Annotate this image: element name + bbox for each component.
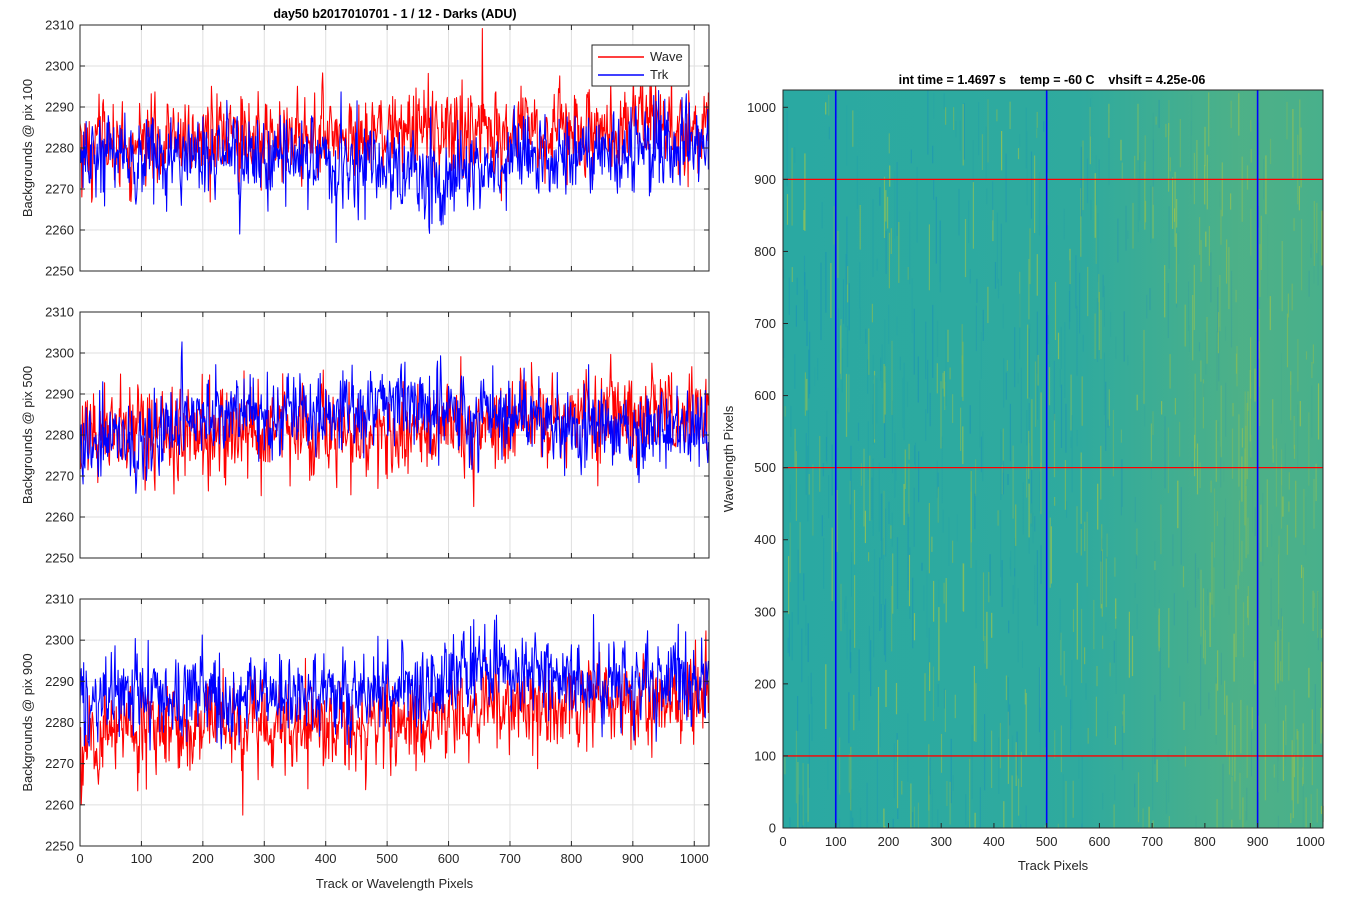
x-tick-label: 500 (376, 851, 398, 866)
y-tick-label: 500 (754, 460, 776, 475)
y-tick-label: 2290 (45, 387, 74, 402)
x-tick-label: 400 (315, 851, 337, 866)
y-axis-label: Backgrounds @ pix 500 (20, 366, 35, 504)
x-tick-label: 100 (131, 851, 153, 866)
series-trk-line (79, 90, 709, 244)
x-axis-label: Track Pixels (1018, 858, 1089, 873)
x-tick-label: 500 (1036, 834, 1058, 849)
y-tick-label: 2270 (45, 469, 74, 484)
y-axis-label: Backgrounds @ pix 100 (20, 79, 35, 217)
x-tick-label: 700 (499, 851, 521, 866)
x-tick-label: 600 (438, 851, 460, 866)
series-trk-line (79, 614, 709, 751)
legend: Wave Trk (591, 44, 690, 87)
y-tick-label: 2310 (45, 592, 74, 607)
y-tick-label: 100 (754, 748, 776, 763)
y-tick-label: 2310 (45, 18, 74, 33)
y-tick-label: 800 (754, 244, 776, 259)
line-plot-pix-500: 2250 2260 2270 2280 2290 2300 2310 Backgrounds … (20, 305, 710, 566)
heatmap-glow (783, 90, 1323, 828)
y-tick-label: 2280 (45, 715, 74, 730)
x-tick-label: 600 (1089, 834, 1111, 849)
y-tick-label: 2270 (45, 182, 74, 197)
x-tick-label: 0 (76, 851, 83, 866)
line-plot-pix-900: 2250 2260 2270 2280 2290 2300 2310 0 100 200 300 40… (20, 592, 710, 891)
axes-box (782, 89, 1324, 829)
x-axis-label: Track or Wavelength Pixels (316, 876, 474, 891)
x-tick-label: 400 (983, 834, 1005, 849)
series-wave-line (79, 27, 709, 203)
y-tick-label: 700 (754, 316, 776, 331)
x-tick-label: 900 (622, 851, 644, 866)
x-tick-label: 200 (192, 851, 214, 866)
y-tick-label: 2300 (45, 59, 74, 74)
x-tick-label: 100 (825, 834, 847, 849)
x-tick-label: 700 (1141, 834, 1163, 849)
line-plot-pix-100: 2250 2260 2270 2280 2290 2300 2310 Backgrounds … (20, 18, 710, 279)
y-tick-label: 2250 (45, 551, 74, 566)
y-tick-label: 1000 (747, 100, 776, 115)
heatmap-plot: 0 100 200 300 400 500 600 700 800 900 1000 0 100 200 3… (721, 89, 1325, 873)
x-tick-label: 0 (779, 834, 786, 849)
y-tick-label: 2290 (45, 674, 74, 689)
y-tick-label: 2280 (45, 141, 74, 156)
left-panel-title: day50 b2017010701 - 1 / 12 - Darks (ADU) (273, 7, 516, 21)
y-tick-label: 2280 (45, 428, 74, 443)
y-tick-label: 0 (769, 821, 776, 836)
x-tick-label: 800 (1194, 834, 1216, 849)
x-tick-label: 1000 (680, 851, 709, 866)
x-tick-label: 200 (878, 834, 900, 849)
y-tick-label: 2260 (45, 510, 74, 525)
x-tick-label: 1000 (1296, 834, 1325, 849)
y-tick-label: 400 (754, 532, 776, 547)
legend-box (591, 44, 690, 87)
legend-trk-label: Trk (650, 67, 669, 82)
y-tick-label: 2300 (45, 633, 74, 648)
y-tick-label: 300 (754, 604, 776, 619)
x-tick-label: 800 (561, 851, 583, 866)
y-axis-label: Backgrounds @ pix 900 (20, 653, 35, 791)
y-tick-label: 2290 (45, 100, 74, 115)
x-tick-label: 300 (253, 851, 275, 866)
y-tick-label: 2260 (45, 223, 74, 238)
y-tick-label: 2250 (45, 839, 74, 854)
y-tick-label: 2300 (45, 346, 74, 361)
y-tick-label: 200 (754, 676, 776, 691)
right-panel-title: int time = 1.4697 s temp = -60 C vhsift … (899, 73, 1206, 87)
x-tick-label: 300 (930, 834, 952, 849)
y-tick-label: 2310 (45, 305, 74, 320)
y-tick-label: 600 (754, 388, 776, 403)
y-tick-label: 900 (754, 172, 776, 187)
x-tick-label: 900 (1247, 834, 1269, 849)
legend-wave-label: Wave (650, 49, 683, 64)
y-tick-label: 2260 (45, 797, 74, 812)
y-axis-label: Wavelength Pixels (721, 405, 736, 512)
y-tick-label: 2250 (45, 264, 74, 279)
y-tick-label: 2270 (45, 756, 74, 771)
series-trk-line (79, 341, 709, 494)
